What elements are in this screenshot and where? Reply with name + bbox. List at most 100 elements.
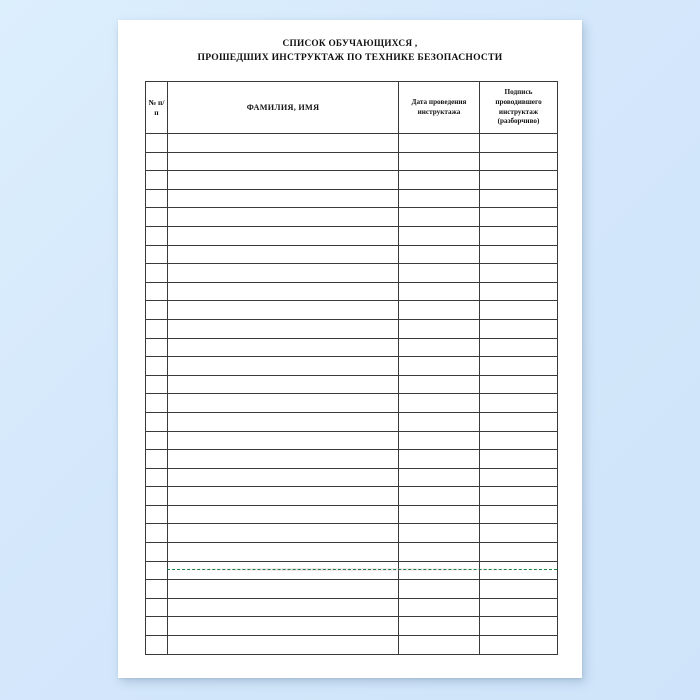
cell-full-name[interactable]: [167, 244, 399, 265]
cell-date[interactable]: [398, 393, 480, 413]
cell-signature[interactable]: [479, 579, 558, 599]
cell-number[interactable]: [145, 374, 168, 395]
cell-date[interactable]: [398, 542, 480, 562]
cell-date[interactable]: [398, 225, 480, 246]
cell-signature[interactable]: [479, 244, 558, 265]
cell-number[interactable]: [145, 430, 168, 451]
cell-date[interactable]: [398, 356, 480, 376]
cell-number[interactable]: [145, 597, 168, 618]
cell-full-name[interactable]: [167, 300, 399, 320]
cell-number[interactable]: [145, 616, 168, 637]
cell-full-name[interactable]: [167, 560, 399, 581]
cell-full-name[interactable]: [167, 393, 399, 413]
cell-full-name[interactable]: [167, 281, 399, 302]
cell-number[interactable]: [145, 151, 168, 172]
cell-full-name[interactable]: [167, 523, 399, 544]
cell-signature[interactable]: [479, 635, 558, 655]
cell-full-name[interactable]: [167, 467, 399, 488]
cell-full-name[interactable]: [167, 356, 399, 376]
cell-number[interactable]: [145, 542, 168, 562]
cell-signature[interactable]: [479, 300, 558, 320]
cell-signature[interactable]: [479, 225, 558, 246]
cell-signature[interactable]: [479, 318, 558, 339]
cell-number[interactable]: [145, 225, 168, 246]
cell-full-name[interactable]: [167, 579, 399, 599]
cell-date[interactable]: [398, 133, 480, 153]
cell-full-name[interactable]: [167, 263, 399, 283]
cell-signature[interactable]: [479, 523, 558, 544]
cell-number[interactable]: [145, 170, 168, 190]
cell-date[interactable]: [398, 449, 480, 469]
cell-number[interactable]: [145, 523, 168, 544]
cell-full-name[interactable]: [167, 597, 399, 618]
cell-signature[interactable]: [479, 337, 558, 358]
cell-date[interactable]: [398, 411, 480, 432]
cell-number[interactable]: [145, 244, 168, 265]
cell-date[interactable]: [398, 281, 480, 302]
cell-date[interactable]: [398, 188, 480, 209]
cell-number[interactable]: [145, 133, 168, 153]
cell-date[interactable]: [398, 616, 480, 637]
cell-full-name[interactable]: [167, 616, 399, 637]
cell-date[interactable]: [398, 263, 480, 283]
cell-number[interactable]: [145, 467, 168, 488]
cell-full-name[interactable]: [167, 151, 399, 172]
cell-signature[interactable]: [479, 281, 558, 302]
cell-full-name[interactable]: [167, 170, 399, 190]
cell-date[interactable]: [398, 523, 480, 544]
cell-date[interactable]: [398, 560, 480, 581]
cell-number[interactable]: [145, 449, 168, 469]
cell-date[interactable]: [398, 486, 480, 506]
cell-number[interactable]: [145, 579, 168, 599]
cell-signature[interactable]: [479, 207, 558, 227]
cell-full-name[interactable]: [167, 374, 399, 395]
cell-number[interactable]: [145, 635, 168, 655]
cell-signature[interactable]: [479, 356, 558, 376]
cell-full-name[interactable]: [167, 542, 399, 562]
cell-signature[interactable]: [479, 504, 558, 525]
cell-full-name[interactable]: [167, 225, 399, 246]
cell-date[interactable]: [398, 504, 480, 525]
cell-full-name[interactable]: [167, 337, 399, 358]
cell-signature[interactable]: [479, 133, 558, 153]
cell-date[interactable]: [398, 337, 480, 358]
cell-date[interactable]: [398, 579, 480, 599]
cell-signature[interactable]: [479, 430, 558, 451]
cell-full-name[interactable]: [167, 411, 399, 432]
cell-number[interactable]: [145, 188, 168, 209]
cell-number[interactable]: [145, 300, 168, 320]
cell-full-name[interactable]: [167, 318, 399, 339]
cell-full-name[interactable]: [167, 133, 399, 153]
cell-signature[interactable]: [479, 560, 558, 581]
cell-signature[interactable]: [479, 597, 558, 618]
cell-number[interactable]: [145, 486, 168, 506]
cell-full-name[interactable]: [167, 504, 399, 525]
cell-signature[interactable]: [479, 411, 558, 432]
cell-date[interactable]: [398, 300, 480, 320]
cell-signature[interactable]: [479, 263, 558, 283]
cell-number[interactable]: [145, 207, 168, 227]
cell-signature[interactable]: [479, 616, 558, 637]
cell-date[interactable]: [398, 151, 480, 172]
cell-date[interactable]: [398, 635, 480, 655]
cell-number[interactable]: [145, 356, 168, 376]
cell-full-name[interactable]: [167, 449, 399, 469]
cell-number[interactable]: [145, 393, 168, 413]
cell-signature[interactable]: [479, 393, 558, 413]
cell-number[interactable]: [145, 411, 168, 432]
cell-number[interactable]: [145, 504, 168, 525]
cell-date[interactable]: [398, 467, 480, 488]
cell-signature[interactable]: [479, 151, 558, 172]
cell-signature[interactable]: [479, 188, 558, 209]
cell-date[interactable]: [398, 374, 480, 395]
cell-date[interactable]: [398, 318, 480, 339]
cell-signature[interactable]: [479, 449, 558, 469]
cell-signature[interactable]: [479, 374, 558, 395]
cell-signature[interactable]: [479, 170, 558, 190]
cell-full-name[interactable]: [167, 207, 399, 227]
cell-number[interactable]: [145, 337, 168, 358]
cell-number[interactable]: [145, 281, 168, 302]
cell-date[interactable]: [398, 244, 480, 265]
cell-full-name[interactable]: [167, 188, 399, 209]
cell-full-name[interactable]: [167, 430, 399, 451]
